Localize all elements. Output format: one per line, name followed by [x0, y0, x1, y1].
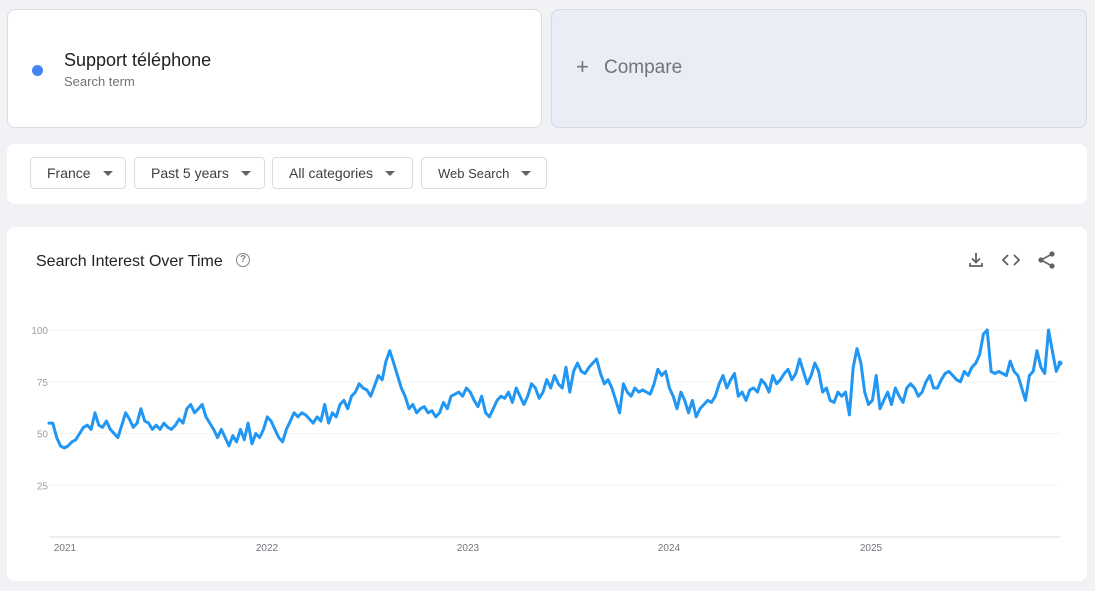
- interest-over-time-panel: 25 50 75 100 2021 2022 2023 2024 2025 Search Int…: [7, 227, 1087, 581]
- chevron-down-icon: [385, 170, 396, 176]
- y-tick-label: 50: [37, 430, 49, 441]
- region-label: France: [47, 165, 91, 181]
- category-label: All categories: [289, 165, 374, 181]
- chevron-down-icon: [240, 170, 251, 176]
- share-icon[interactable]: [1036, 249, 1058, 271]
- x-tick-label: 2025: [860, 543, 883, 554]
- series-line: [47, 328, 1062, 450]
- chevron-down-icon: [521, 170, 532, 176]
- series-color-dot: [32, 65, 43, 76]
- search-property-dropdown[interactable]: Web Search: [421, 157, 547, 189]
- chart-title: Search Interest Over Time: [36, 253, 223, 270]
- x-tick-label: 2024: [658, 543, 681, 554]
- help-circle-icon[interactable]: ?: [236, 253, 250, 267]
- search-term-name[interactable]: Support téléphone: [64, 50, 212, 70]
- y-tick-label: 25: [37, 481, 49, 492]
- category-dropdown[interactable]: All categories: [272, 157, 413, 189]
- interest-over-time-chart: 25 50 75 100 2021 2022 2023 2024 2025: [31, 326, 1063, 554]
- plus-icon: +: [576, 54, 589, 79]
- x-tick-label: 2022: [256, 543, 279, 554]
- region-dropdown[interactable]: France: [30, 157, 126, 189]
- compare-button[interactable]: + Compare: [551, 9, 1087, 128]
- y-tick-label: 75: [37, 378, 49, 389]
- search-term-card[interactable]: Support téléphone Search term: [7, 9, 542, 128]
- x-tick-label: 2021: [54, 543, 77, 554]
- search-term-subtitle: Search term: [64, 74, 135, 89]
- embed-code-icon[interactable]: [1000, 249, 1022, 271]
- time-range-label: Past 5 years: [151, 165, 229, 181]
- filter-bar: France Past 5 years All categories Web S…: [7, 144, 1087, 204]
- download-icon[interactable]: [965, 249, 987, 271]
- chevron-down-icon: [102, 170, 113, 176]
- y-tick-label: 100: [31, 326, 48, 337]
- data-point: [1057, 360, 1063, 366]
- compare-label: Compare: [604, 57, 683, 78]
- time-range-dropdown[interactable]: Past 5 years: [134, 157, 265, 189]
- search-property-label: Web Search: [438, 165, 510, 181]
- x-tick-label: 2023: [457, 543, 480, 554]
